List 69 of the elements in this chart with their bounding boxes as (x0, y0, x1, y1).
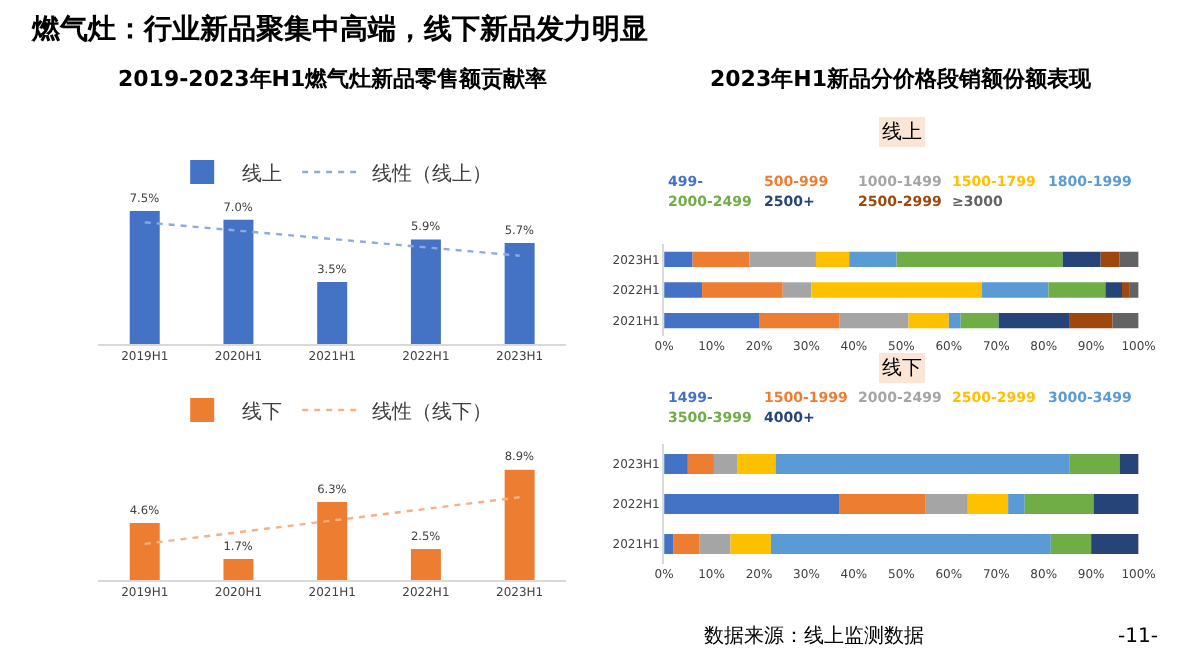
bar (1069, 313, 1113, 329)
bar (1119, 251, 1139, 267)
bar (1122, 282, 1130, 298)
bar (775, 454, 1070, 474)
bar (730, 534, 771, 554)
bar (317, 281, 348, 344)
bar (692, 251, 750, 267)
bar (317, 502, 348, 580)
bar (129, 211, 160, 344)
bar (1129, 282, 1139, 298)
bar (504, 242, 535, 344)
bar (1024, 494, 1094, 514)
chart-subtitle: 2019-2023年H1燃气灶新品零售额贡献率 (118, 66, 548, 92)
bar (759, 313, 840, 329)
bar (223, 219, 254, 344)
bar (664, 282, 703, 298)
bar (1048, 282, 1106, 298)
bar (664, 313, 760, 329)
legend-label: 线上 (242, 161, 283, 186)
bar (410, 239, 441, 344)
chart-title: 线上 (882, 120, 922, 144)
legend-label: 线下 (242, 399, 283, 424)
bar (1050, 534, 1092, 554)
bar (129, 523, 160, 580)
bar (908, 313, 949, 329)
bar (504, 469, 535, 580)
bar (839, 494, 926, 514)
bar (1008, 494, 1025, 514)
bar (1062, 251, 1101, 267)
bar (1091, 534, 1139, 554)
bar (702, 282, 783, 298)
bar (998, 313, 1070, 329)
bar (713, 454, 738, 474)
bar (699, 534, 731, 554)
bar (664, 454, 688, 474)
bar (925, 494, 968, 514)
bar (410, 549, 441, 580)
bar (770, 534, 1051, 554)
bar (664, 251, 693, 267)
bar (673, 534, 700, 554)
text: -11- (1118, 626, 1159, 648)
bar (811, 282, 983, 298)
bar (896, 251, 1063, 267)
legend-label: 线性（线下） (372, 399, 493, 424)
bar (815, 251, 850, 267)
chart-title: 线下 (882, 356, 922, 380)
bar (948, 313, 961, 329)
bar (737, 454, 776, 474)
bar (664, 534, 674, 554)
bar (839, 313, 909, 329)
source-note: 数据来源：线上监测数据 (704, 624, 924, 648)
bar (1105, 282, 1123, 298)
chart-title: 燃气灶：行业新品聚集中高端，线下新品发力明显 (30, 12, 648, 46)
legend-label: 线性（线上） (372, 161, 493, 186)
bar (982, 282, 1049, 298)
bar (782, 282, 812, 298)
bar (749, 251, 816, 267)
bar (849, 251, 897, 267)
bar (967, 494, 1009, 514)
bar (687, 454, 714, 474)
chart-subtitle: 2023年H1新品分价格段销额份额表现 (710, 66, 1093, 92)
bar (1069, 454, 1120, 474)
bar (960, 313, 999, 329)
bar (223, 558, 254, 580)
bar (1100, 251, 1120, 267)
bar (1119, 454, 1139, 474)
bar (664, 494, 840, 514)
bar (1112, 313, 1139, 329)
bar (1093, 494, 1139, 514)
